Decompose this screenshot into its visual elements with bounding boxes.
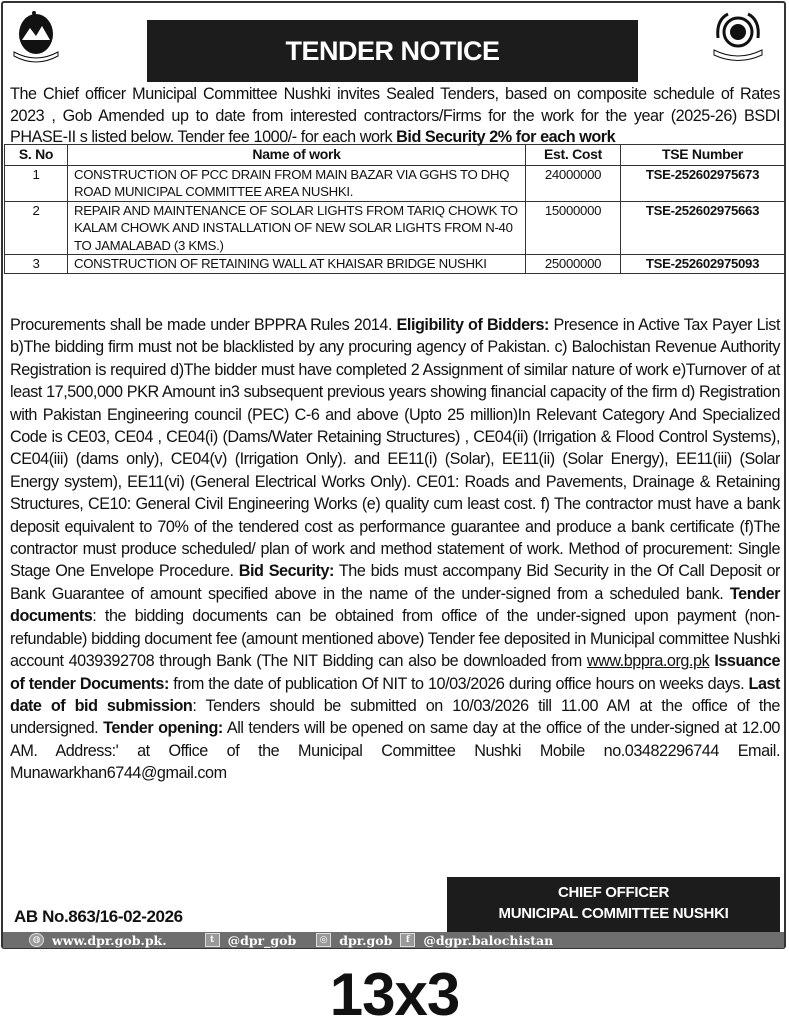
globe-icon: ◍: [29, 933, 44, 947]
eligibility-heading: Eligibility of Bidders:: [396, 316, 550, 334]
footer-bar: ◍ www.dpr.gob.pk. t @dpr_gob ◎ dpr.gob f…: [3, 932, 784, 948]
instagram-handle[interactable]: dpr.gob: [339, 932, 393, 948]
body-text: : Tenders should be submitted on 10/03/2…: [10, 696, 780, 738]
table-row: 3 CONSTRUCTION OF RETAINING WALL AT KHAI…: [4, 254, 785, 274]
works-table: S. No Name of work Est. Cost TSE Number …: [4, 144, 785, 274]
body-text: Presence in Active Tax Payer List b)The …: [10, 316, 780, 581]
cell-cost: 15000000: [525, 200, 621, 255]
body-text: Procurements shall be made under BPPRA R…: [10, 316, 397, 334]
cell-cost: 24000000: [525, 164, 621, 202]
ab-number: AB No.863/16-02-2026: [14, 907, 183, 926]
ad-size-label: 13x3: [329, 961, 460, 1028]
cell-sno: 1: [4, 164, 68, 202]
facebook-handle[interactable]: @dgpr.balochistan: [423, 932, 554, 948]
twitter-icon: t: [204, 933, 220, 947]
government-seal-logo: [713, 12, 763, 61]
twitter-handle[interactable]: @dpr_gob: [227, 932, 297, 948]
bppra-link[interactable]: www.bppra.org.pk: [586, 652, 710, 671]
body-text: All tenders will be opened on same day a…: [10, 719, 780, 783]
last-date-heading: Last date of bid submission: [10, 674, 780, 715]
table-header-row: S. No Name of work Est. Cost TSE Number: [4, 144, 785, 166]
cell-sno: 3: [4, 254, 68, 274]
signature-title: CHIEF OFFICER: [557, 884, 670, 901]
bid-security-note: Bid Security 2% for each work: [396, 128, 616, 146]
intro-paragraph: The Chief officer Municipal Committee Nu…: [10, 84, 780, 149]
facebook-icon: f: [400, 933, 416, 947]
header-cost: Est. Cost: [525, 144, 621, 166]
cell-name: REPAIR AND MAINTENANCE OF SOLAR LIGHTS F…: [67, 200, 526, 255]
page-title: TENDER NOTICE: [147, 20, 638, 82]
municipal-logo: [13, 11, 59, 63]
intro-text: The Chief officer Municipal Committee Nu…: [10, 85, 780, 146]
instagram-icon: ◎: [316, 933, 332, 947]
cell-tse: TSE-252602975673: [620, 164, 785, 202]
tender-documents-heading: Tender documents: [10, 584, 780, 626]
body-text: from the date of publication Of NIT to 1…: [168, 674, 749, 693]
header-tse: TSE Number: [620, 144, 785, 166]
cell-cost: 25000000: [525, 254, 621, 274]
signature-office: MUNICIPAL COMMITTEE NUSHKI: [498, 905, 729, 922]
header-name: Name of work: [67, 144, 526, 166]
website-link[interactable]: www.dpr.gob.pk.: [52, 932, 167, 948]
signature-block: CHIEF OFFICER MUNICIPAL COMMITTEE NUSHKI: [447, 877, 780, 932]
tender-opening-heading: Tender opening:: [103, 719, 223, 738]
terms-paragraph: Procurements shall be made under BPPRA R…: [10, 314, 780, 785]
cell-name: CONSTRUCTION OF RETAINING WALL AT KHAISA…: [67, 254, 526, 274]
notice-frame: [1, 1, 786, 949]
issuance-heading: Issuance of tender Documents:: [10, 652, 781, 693]
body-text: : the bidding documents can be obtained …: [10, 607, 780, 671]
cell-tse: TSE-252602975663: [620, 200, 785, 255]
body-text: The bids must accompany Bid Security in …: [10, 562, 780, 603]
cell-name: CONSTRUCTION OF PCC DRAIN FROM MAIN BAZA…: [67, 164, 526, 202]
table-row: 2 REPAIR AND MAINTENANCE OF SOLAR LIGHTS…: [4, 200, 785, 255]
cell-sno: 2: [4, 200, 68, 255]
table-row: 1 CONSTRUCTION OF PCC DRAIN FROM MAIN BA…: [4, 164, 785, 202]
cell-tse: TSE-252602975093: [620, 254, 785, 274]
bid-security-heading: Bid Security:: [238, 562, 335, 581]
header-sno: S. No: [4, 144, 68, 166]
